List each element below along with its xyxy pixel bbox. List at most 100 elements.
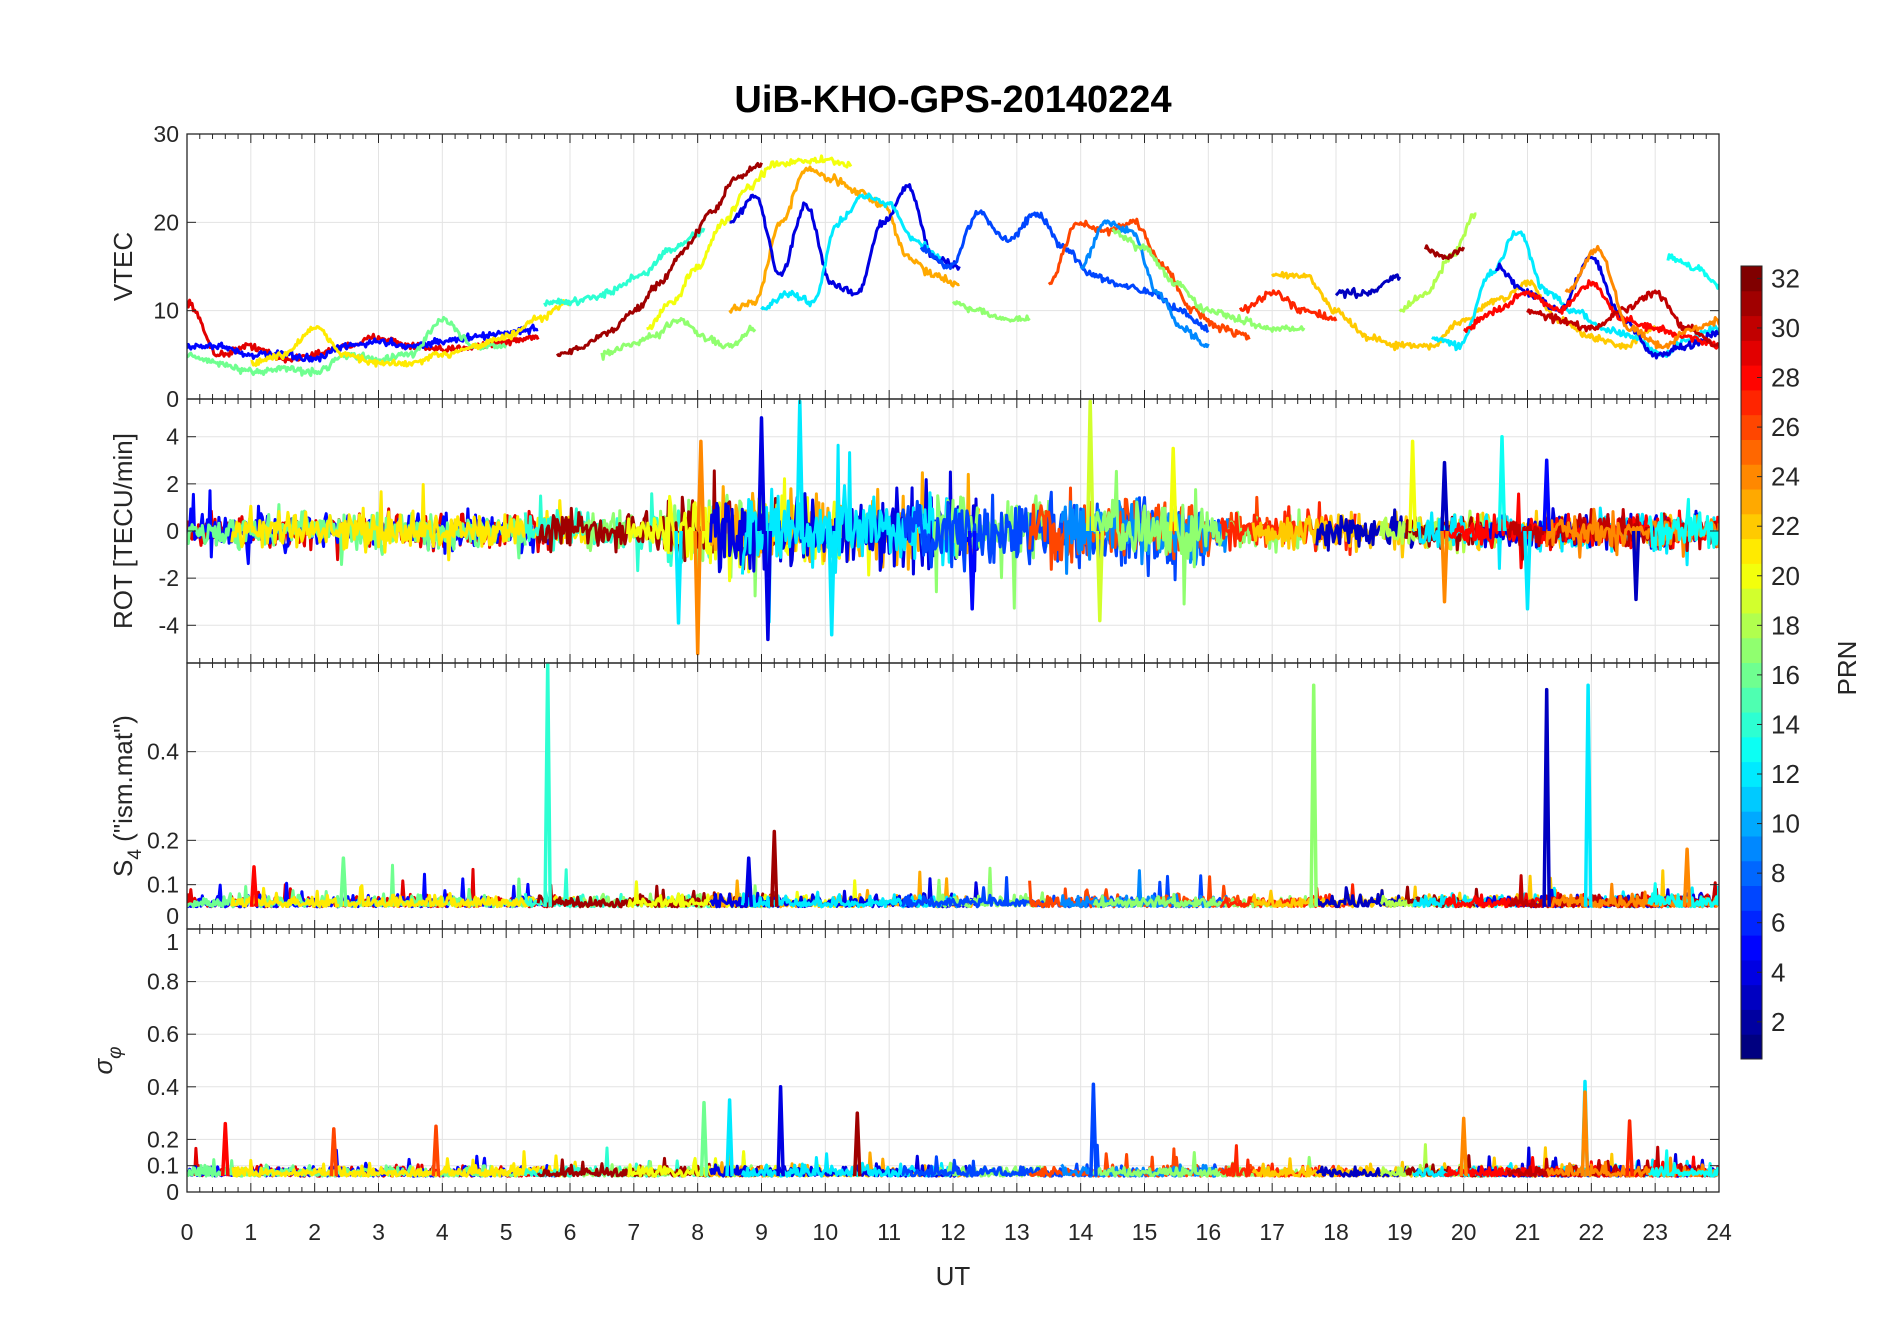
series-prn-17 <box>600 317 757 361</box>
x-tick-label: 12 <box>940 1219 966 1245</box>
colorbar-level <box>1741 563 1762 589</box>
y-tick-label: 0.4 <box>147 1074 179 1100</box>
colorbar-level <box>1741 712 1762 738</box>
series-prn-5 <box>1542 458 1551 532</box>
x-tick-label: 19 <box>1387 1219 1413 1245</box>
colorbar-tick-label: 6 <box>1771 908 1785 938</box>
colorbar-level <box>1741 687 1762 713</box>
colorbar-level <box>1741 1034 1762 1060</box>
series-prn-28 <box>249 865 259 907</box>
colorbar-level <box>1741 612 1762 639</box>
series-prn-14 <box>543 227 706 307</box>
series-prn-24 <box>696 439 706 532</box>
series-prn-9 <box>1079 219 1210 349</box>
series-prn-12 <box>827 530 837 637</box>
series-prn-13 <box>1648 1149 1719 1178</box>
colorbar-tick-label: 22 <box>1771 511 1800 541</box>
colorbar-level <box>1741 266 1762 292</box>
series-prn-30 <box>1526 289 1719 348</box>
panel-rot: -4 -2 0 2 4 ROT [TECU/min] <box>108 398 1720 664</box>
colorbar-tick-label: 20 <box>1771 561 1800 591</box>
colorbar-box <box>1740 265 1763 1060</box>
colorbar-level <box>1741 761 1762 787</box>
series-prn-5 <box>187 323 539 363</box>
series-prn-4 <box>744 856 754 907</box>
series-prn-13 <box>1647 497 1719 551</box>
series-prn-3 <box>1440 460 1449 532</box>
x-tick-label: 6 <box>564 1219 577 1245</box>
colorbar-level <box>1741 340 1762 366</box>
y-tick-label: 20 <box>153 209 179 235</box>
series-prn-24 <box>693 530 702 656</box>
series-prn-26 <box>1047 217 1251 341</box>
colorbar-tick-label: 30 <box>1771 313 1800 343</box>
series-prn-20 <box>1408 439 1417 532</box>
series-prn-24 <box>1440 530 1449 604</box>
y-tick-label: 0.1 <box>147 872 179 898</box>
colorbar-level <box>1741 489 1762 515</box>
series-prn-16 <box>339 856 348 907</box>
x-tick-label: 8 <box>691 1219 704 1245</box>
series-prn-4 <box>763 530 773 642</box>
series-prn-19 <box>1095 530 1105 623</box>
colorbar-level <box>1741 736 1762 763</box>
colorbar-level <box>1741 835 1762 862</box>
series-prn-5 <box>967 530 977 611</box>
series-group <box>187 399 1719 656</box>
series-prn-17 <box>951 300 1031 323</box>
y-axis-label-subscript: φ <box>105 1046 126 1058</box>
x-tick-label: 21 <box>1515 1219 1541 1245</box>
series-prn-27 <box>1238 289 1338 322</box>
colorbar-level <box>1741 885 1762 911</box>
y-axis-label: ROT [TECU/min] <box>108 433 138 629</box>
x-tick-label: 14 <box>1068 1219 1094 1245</box>
series-prn-12 <box>760 192 942 311</box>
colorbar-level <box>1741 984 1762 1010</box>
colorbar-level <box>1741 414 1762 440</box>
x-tick-label: 13 <box>1004 1219 1030 1245</box>
colorbar-label: PRN <box>1832 641 1862 696</box>
series-prn-12 <box>1583 683 1593 907</box>
colorbar-level <box>1741 389 1762 416</box>
series-prn-3 <box>1631 530 1641 602</box>
y-axis-label: S4 ("ism.mat") <box>108 715 146 877</box>
x-tick-label: 10 <box>813 1219 839 1245</box>
colorbar-tick-label: 14 <box>1771 709 1800 739</box>
colorbar-level <box>1741 538 1762 564</box>
panel-vtec: 0 10 20 30 VTEC <box>108 121 1720 412</box>
colorbar-tick-label: 18 <box>1771 610 1800 640</box>
colorbar-level <box>1741 910 1762 936</box>
series-prn-4 <box>729 183 961 297</box>
x-tick-label: 23 <box>1642 1219 1668 1245</box>
series-prn-12 <box>740 443 961 624</box>
x-axis-label: UT <box>936 1261 971 1291</box>
y-tick-label: 0.8 <box>147 969 179 995</box>
y-tick-label: 1 <box>166 929 179 955</box>
series-prn-26 <box>431 1124 441 1177</box>
series-prn-4 <box>757 416 766 532</box>
series-prn-12 <box>1523 530 1532 611</box>
series-prn-7 <box>1089 1082 1098 1177</box>
y-tick-label: 0.1 <box>147 1153 179 1179</box>
x-tick-label: 24 <box>1706 1219 1732 1245</box>
y-tick-label: 0 <box>166 518 179 544</box>
colorbar-level <box>1741 860 1762 887</box>
x-tick-label: 9 <box>755 1219 768 1245</box>
series-prn-20 <box>1168 446 1178 532</box>
y-axis-label-subscript: 4 <box>125 849 146 860</box>
x-tick-label: 3 <box>372 1219 385 1245</box>
colorbar-tick-label: 2 <box>1771 1007 1785 1037</box>
y-tick-label: 30 <box>153 121 179 147</box>
y-tick-label: 0.2 <box>147 827 179 853</box>
series-prn-17 <box>1111 227 1306 333</box>
colorbar-tick-label: 16 <box>1771 660 1800 690</box>
series-prn-21 <box>230 884 590 909</box>
colorbar-level <box>1741 786 1762 812</box>
colorbar-level <box>1741 811 1762 837</box>
x-tick-label: 0 <box>181 1219 194 1245</box>
series-prn-24 <box>1459 1116 1468 1177</box>
colorbar-level <box>1741 637 1762 663</box>
series-prn-27 <box>1625 1119 1634 1177</box>
series-prn-24 <box>1564 244 1719 350</box>
colorbar-tick-label: 12 <box>1771 759 1800 789</box>
